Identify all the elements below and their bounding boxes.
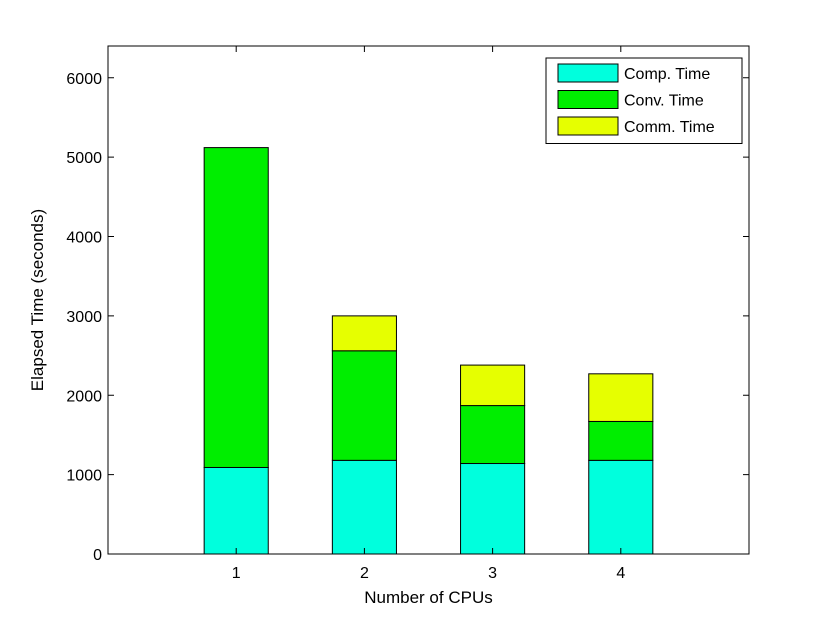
bar-comp-time-cpu-2 [331, 459, 397, 555]
bar-comp-time-cpu-1 [203, 466, 269, 555]
legend-swatch [557, 116, 619, 136]
x-tick-label: 3 [488, 565, 497, 582]
bar-conv-time-cpu-3 [460, 405, 526, 465]
bar-comm-time-cpu-2 [331, 315, 397, 352]
y-tick-label: 5000 [66, 150, 102, 167]
bar-conv-time-cpu-2 [331, 350, 397, 461]
bar-comp-time-cpu-3 [460, 463, 526, 555]
y-tick-label: 3000 [66, 309, 102, 326]
y-axis-label: Elapsed Time (seconds) [28, 209, 47, 391]
y-tick-label: 0 [93, 547, 102, 564]
bar-conv-time-cpu-4 [588, 420, 654, 461]
y-axis-ticks: 0 1000 2000 3000 4000 5000 6000 [66, 71, 749, 564]
legend-label: Conv. Time [624, 93, 704, 110]
x-axis-ticks: 1 2 3 4 [232, 46, 625, 582]
bar-conv-time-cpu-1 [203, 147, 269, 468]
y-tick-label: 6000 [66, 71, 102, 88]
legend: Comp. Time Conv. Time Comm. Time [545, 57, 743, 144]
legend-swatch [557, 63, 619, 83]
bars-layer [203, 147, 654, 555]
legend-swatch [557, 90, 619, 109]
bar-comm-time-cpu-3 [460, 364, 526, 407]
legend-label: Comm. Time [624, 119, 715, 136]
axes-layer [107, 45, 750, 555]
y-tick-label: 1000 [66, 468, 102, 485]
x-tick-label: 2 [360, 565, 369, 582]
x-axis-label: Number of CPUs [364, 588, 492, 607]
legend-label: Comp. Time [624, 66, 710, 83]
x-tick-label: 4 [616, 565, 625, 582]
bar-comp-time-cpu-4 [588, 459, 654, 555]
bar-comm-time-cpu-4 [588, 373, 654, 422]
y-tick-label: 4000 [66, 230, 102, 247]
y-tick-label: 2000 [66, 388, 102, 405]
plot-frame [107, 45, 750, 555]
x-tick-label: 1 [232, 565, 241, 582]
